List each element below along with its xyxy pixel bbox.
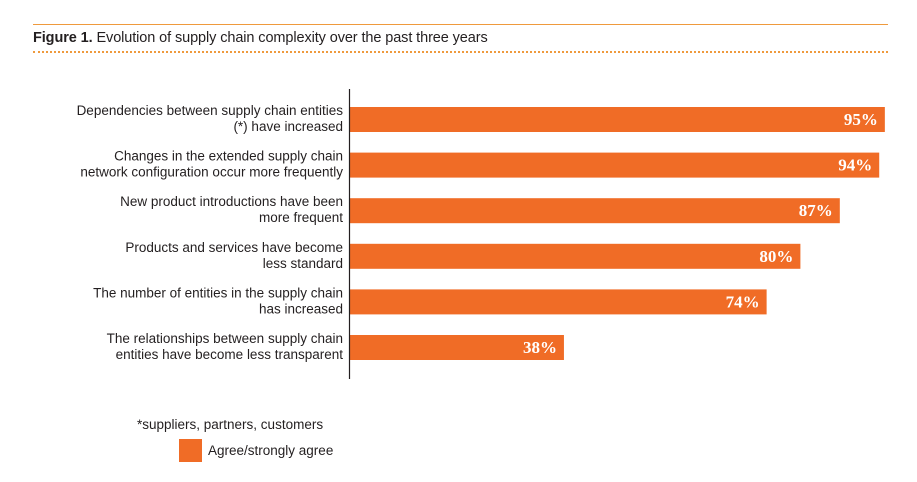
figure-title: Figure 1. Evolution of supply chain comp… <box>33 30 488 46</box>
figure-label: Figure 1. <box>33 30 93 46</box>
bar <box>350 335 564 360</box>
category-label-line: more frequent <box>259 210 343 225</box>
bar <box>350 152 880 178</box>
category-label: The number of entities in the supply cha… <box>93 285 343 316</box>
bars-group: 95% Dependencies between supply chain ent… <box>77 103 885 362</box>
legend-label: Agree/strongly agree <box>208 443 334 458</box>
top-rule <box>33 24 888 25</box>
category-label: Products and services have become less st… <box>125 240 343 271</box>
category-label-line: Dependencies between supply chain entiti… <box>77 103 344 118</box>
bar-value-label: 94% <box>838 156 872 175</box>
category-label: New product introductions have been more … <box>120 194 343 225</box>
bar-value-label: 80% <box>759 247 793 266</box>
category-label-line: Products and services have become <box>125 240 343 255</box>
category-label-line: entities have become less transparent <box>116 347 344 362</box>
bar-value-label: 87% <box>799 201 833 220</box>
bar-value-label: 95% <box>844 110 878 129</box>
legend: Agree/strongly agree <box>179 439 333 462</box>
legend-swatch <box>179 439 202 462</box>
bar <box>350 107 885 132</box>
category-label-line: less standard <box>263 256 343 271</box>
category-label-line: (*) have increased <box>233 119 343 134</box>
category-label-line: has increased <box>259 301 343 316</box>
footnote: *suppliers, partners, customers <box>137 417 324 432</box>
category-label-line: The number of entities in the supply cha… <box>93 285 343 300</box>
category-label-line: network configuration occur more frequen… <box>80 165 343 180</box>
bar-value-label: 74% <box>726 292 760 311</box>
category-label-line: New product introductions have been <box>120 194 343 209</box>
category-label-line: The relationships between supply chain <box>107 331 343 346</box>
bar <box>350 198 840 224</box>
category-label: The relationships between supply chain en… <box>107 331 344 362</box>
category-label-line: Changes in the extended supply chain <box>114 149 343 164</box>
bar <box>350 289 767 315</box>
category-label: Changes in the extended supply chain netw… <box>80 149 343 180</box>
bar-value-label: 38% <box>523 338 557 357</box>
bar <box>350 243 801 269</box>
category-label: Dependencies between supply chain entiti… <box>77 103 344 134</box>
figure-title-text: Evolution of supply chain complexity ove… <box>96 30 488 46</box>
dotted-rule <box>33 51 888 53</box>
